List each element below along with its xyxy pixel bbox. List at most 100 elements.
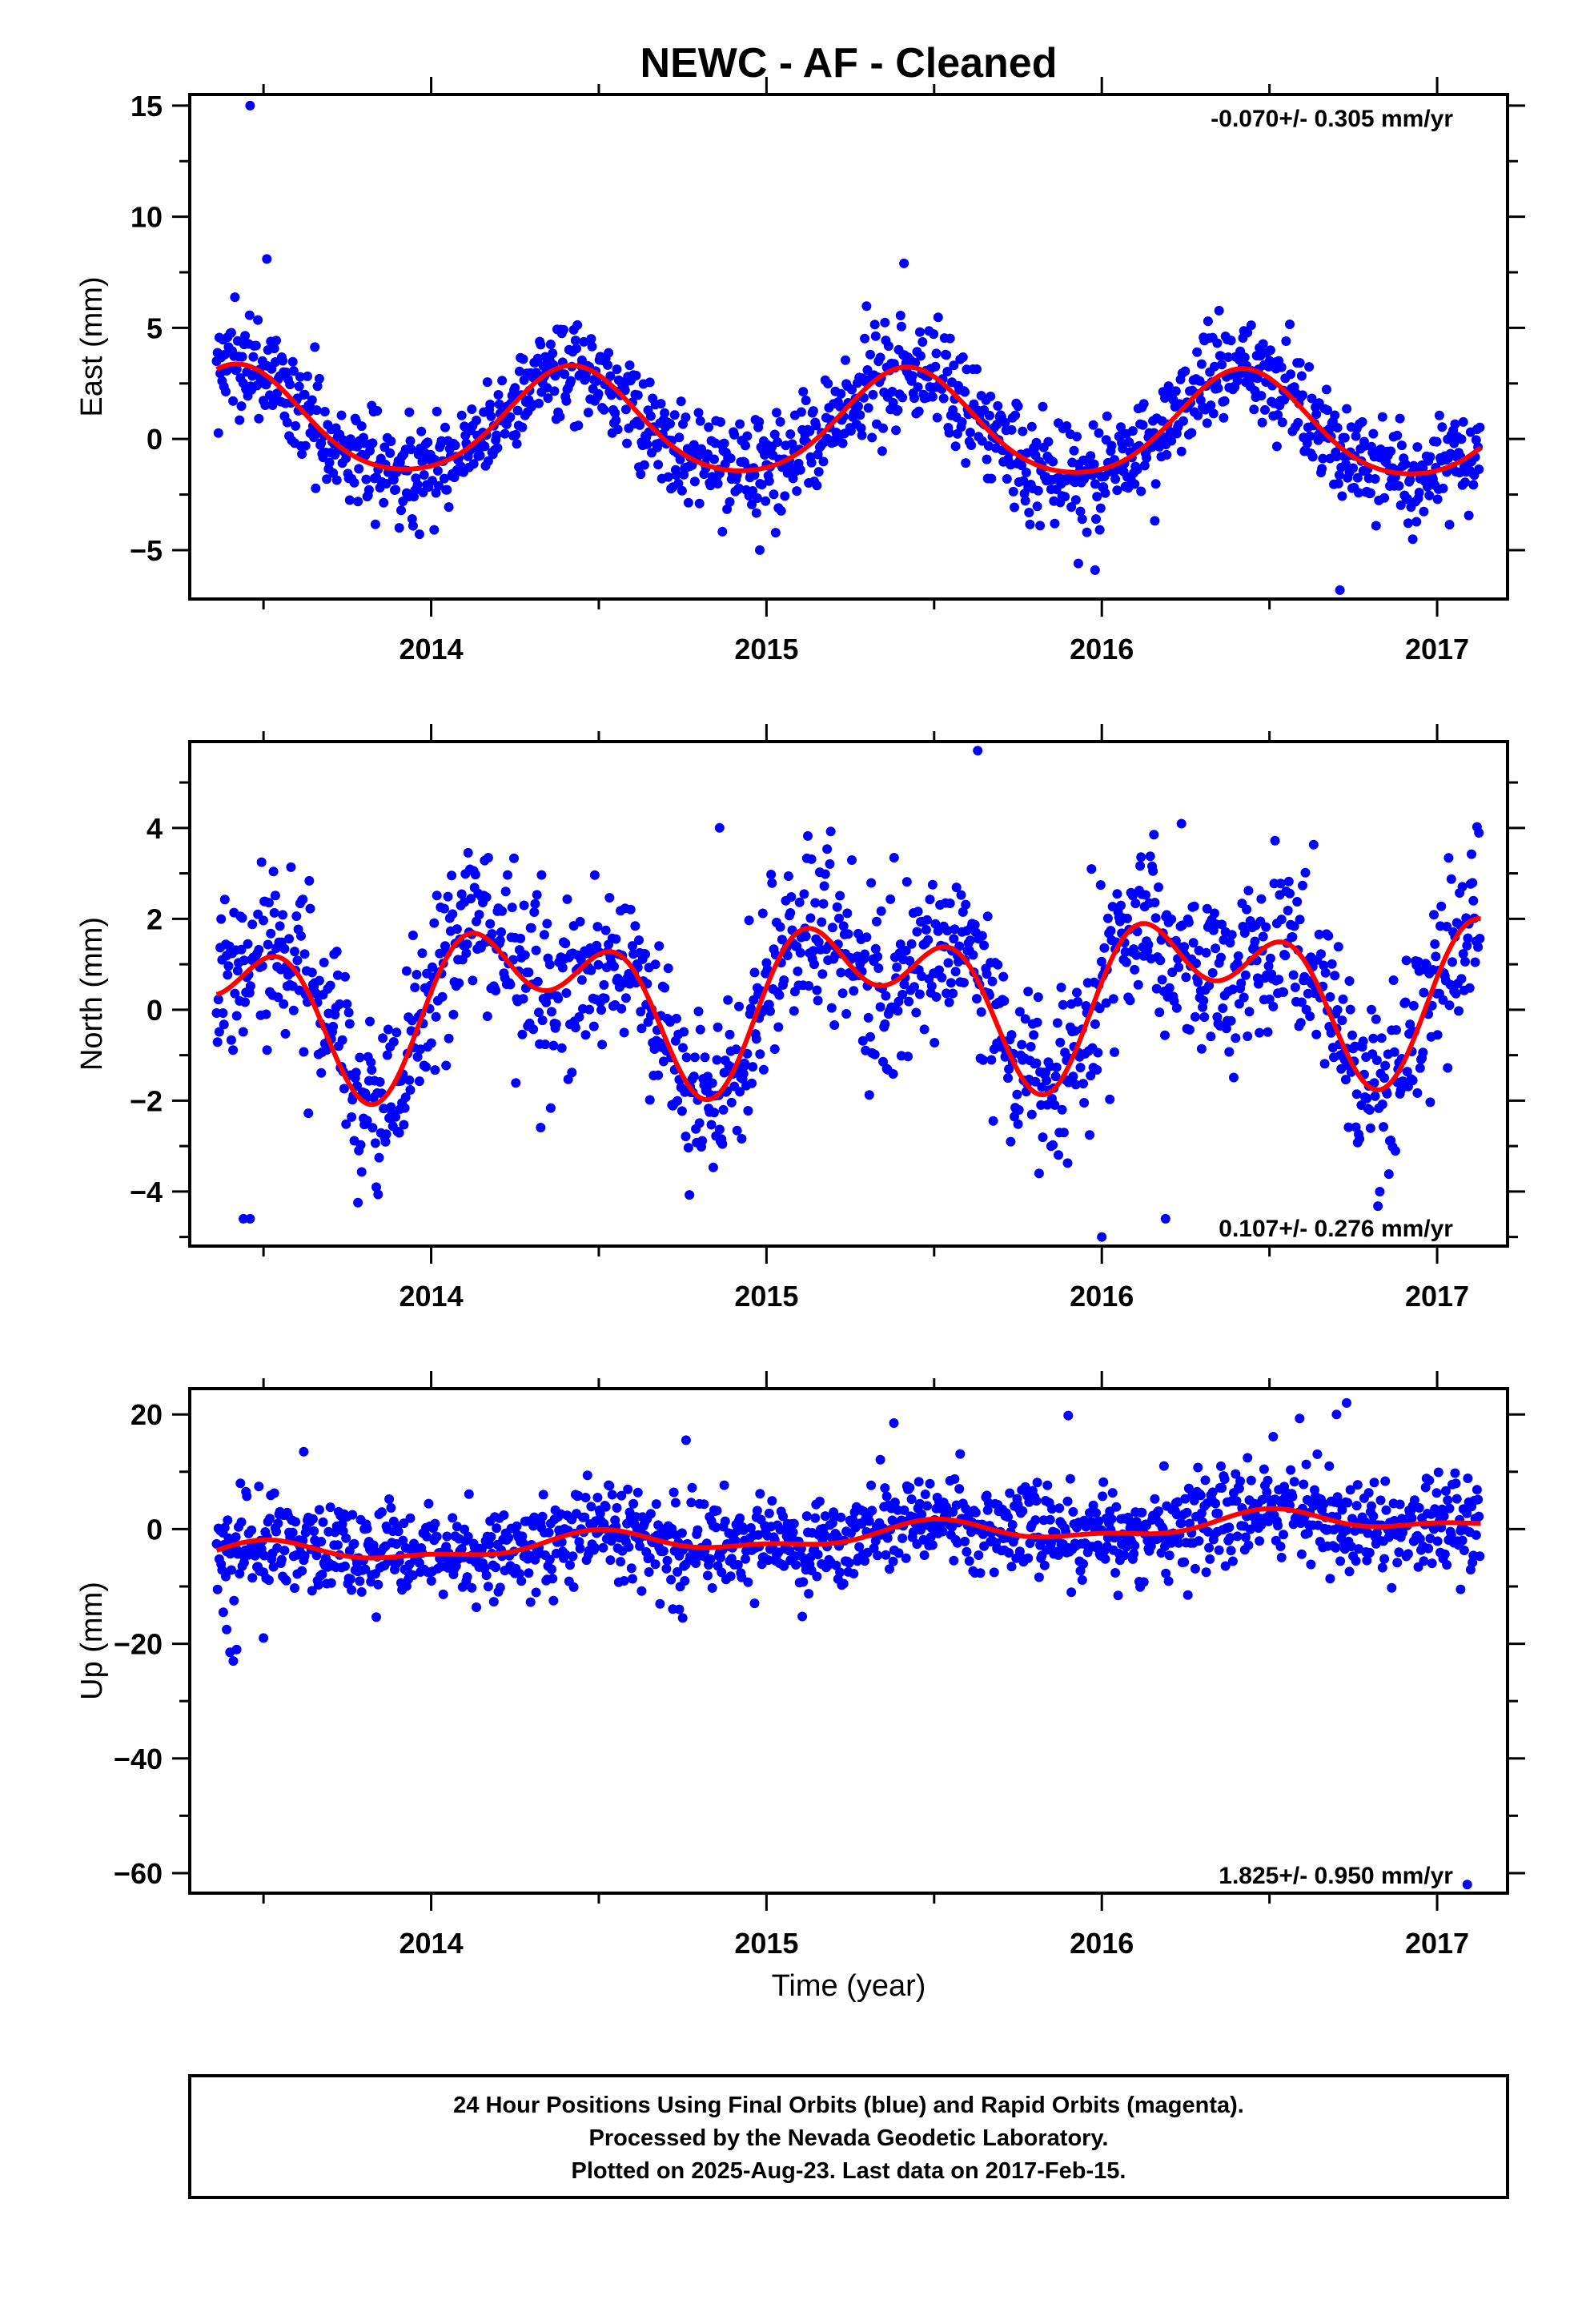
data-point bbox=[1173, 1497, 1183, 1507]
data-point bbox=[944, 997, 954, 1007]
data-point bbox=[1363, 1488, 1374, 1498]
data-point bbox=[1287, 932, 1298, 942]
data-point bbox=[1281, 336, 1291, 346]
data-point bbox=[1298, 390, 1307, 400]
data-point bbox=[1006, 1562, 1017, 1572]
data-point bbox=[1258, 931, 1268, 942]
data-point bbox=[532, 976, 543, 987]
data-point bbox=[1295, 915, 1305, 925]
data-point bbox=[738, 1068, 749, 1079]
data-point bbox=[1039, 1560, 1050, 1570]
data-point bbox=[593, 388, 604, 399]
data-point bbox=[1257, 417, 1267, 428]
data-point bbox=[1182, 1590, 1193, 1600]
x-tick-label: 2015 bbox=[734, 1280, 798, 1313]
data-point bbox=[835, 891, 845, 901]
data-point bbox=[311, 483, 321, 493]
data-point bbox=[372, 406, 383, 416]
data-point bbox=[1231, 1469, 1241, 1479]
data-point bbox=[604, 1481, 615, 1491]
data-point bbox=[880, 317, 890, 328]
data-point bbox=[930, 361, 941, 372]
data-point bbox=[829, 1020, 840, 1030]
data-point bbox=[347, 1112, 357, 1122]
data-point bbox=[622, 438, 632, 448]
data-point bbox=[582, 1470, 592, 1481]
data-point bbox=[1304, 362, 1315, 372]
data-point bbox=[1364, 1547, 1375, 1558]
data-point bbox=[1275, 879, 1286, 889]
data-point bbox=[697, 1136, 708, 1146]
data-point bbox=[219, 1522, 230, 1533]
data-point bbox=[1066, 502, 1077, 513]
data-point bbox=[1419, 506, 1429, 517]
data-point bbox=[456, 1544, 467, 1554]
data-point bbox=[735, 419, 745, 429]
data-point bbox=[676, 396, 686, 407]
data-point bbox=[279, 999, 289, 1009]
data-point bbox=[363, 485, 374, 495]
data-point bbox=[867, 432, 877, 443]
data-point bbox=[644, 1095, 655, 1105]
data-point bbox=[933, 312, 943, 323]
data-point bbox=[1276, 915, 1287, 925]
data-point bbox=[1403, 518, 1413, 529]
data-point bbox=[269, 907, 279, 918]
data-point bbox=[408, 521, 418, 531]
data-point bbox=[1317, 464, 1327, 474]
data-point bbox=[526, 923, 536, 933]
data-point bbox=[562, 894, 572, 904]
data-point bbox=[316, 438, 327, 448]
data-point bbox=[847, 855, 857, 865]
data-point bbox=[883, 341, 893, 352]
data-point bbox=[547, 1007, 556, 1017]
data-point bbox=[993, 400, 1003, 411]
data-point bbox=[813, 449, 823, 460]
data-point bbox=[437, 991, 448, 1002]
data-point bbox=[1352, 1480, 1363, 1490]
data-point bbox=[1459, 1546, 1469, 1555]
data-point bbox=[897, 1533, 908, 1543]
data-point bbox=[743, 1577, 753, 1587]
data-point bbox=[914, 989, 925, 999]
caption-box bbox=[188, 2074, 1509, 2199]
data-point bbox=[432, 891, 442, 901]
data-point bbox=[1130, 899, 1141, 909]
data-point bbox=[1070, 1080, 1081, 1090]
data-point bbox=[1227, 930, 1237, 940]
data-point bbox=[755, 1049, 765, 1059]
data-point bbox=[982, 969, 992, 979]
outlier-point bbox=[262, 254, 272, 264]
data-point bbox=[1256, 894, 1267, 904]
data-point bbox=[1042, 1076, 1052, 1086]
data-point bbox=[1136, 852, 1146, 862]
data-point bbox=[1017, 460, 1027, 471]
data-point bbox=[236, 944, 247, 955]
data-point bbox=[486, 411, 496, 421]
data-point bbox=[268, 396, 279, 406]
data-point bbox=[340, 1561, 350, 1571]
data-point bbox=[1308, 839, 1319, 850]
data-point bbox=[735, 1087, 745, 1097]
data-point bbox=[1138, 420, 1148, 430]
data-point bbox=[1285, 888, 1295, 899]
data-point bbox=[1070, 495, 1081, 505]
data-point bbox=[866, 878, 877, 888]
data-point bbox=[866, 1480, 877, 1490]
data-point bbox=[962, 1546, 972, 1557]
data-point bbox=[1345, 1485, 1355, 1495]
data-point bbox=[758, 1064, 769, 1075]
outlier-point bbox=[231, 1644, 242, 1655]
data-point bbox=[1430, 939, 1440, 949]
data-point bbox=[896, 321, 906, 332]
data-point bbox=[388, 1037, 399, 1047]
data-point bbox=[1298, 880, 1307, 891]
data-point bbox=[1006, 1136, 1016, 1147]
data-point bbox=[573, 1490, 584, 1501]
data-point bbox=[897, 990, 908, 999]
data-point bbox=[409, 1538, 419, 1549]
data-point bbox=[223, 970, 233, 980]
data-point bbox=[751, 508, 761, 518]
data-point bbox=[1234, 1483, 1244, 1494]
